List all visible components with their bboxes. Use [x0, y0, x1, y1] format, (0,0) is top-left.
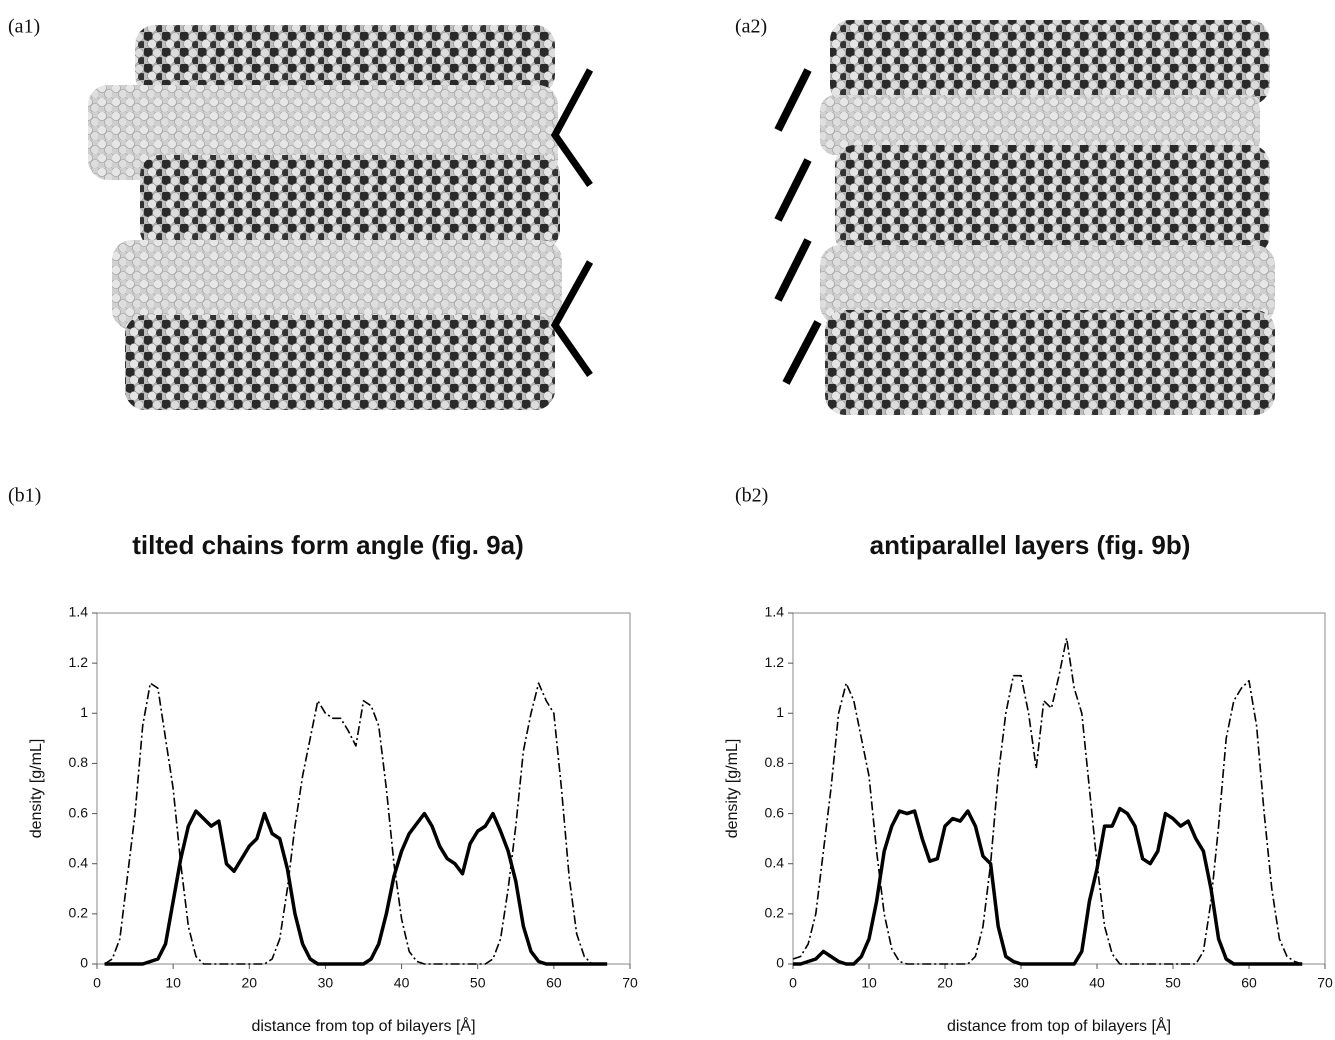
x-tick-label: 30 [1013, 975, 1029, 991]
x-tick-label: 60 [546, 975, 562, 991]
y-tick-label: 0.8 [765, 754, 785, 770]
y-tick-label: 0.4 [765, 854, 785, 870]
line-chart: antiparallel layers (fig. 9b) 0 0.2 0.4 0.6 0… [724, 530, 1333, 1035]
chart-title: tilted chains form angle (fig. 9a) [132, 530, 524, 560]
x-tick-label: 0 [789, 975, 797, 991]
x-tick-label: 0 [93, 975, 101, 991]
x-tick-label: 30 [318, 975, 334, 991]
x-tick-label: 40 [394, 975, 410, 991]
y-tick-label: 0 [776, 955, 784, 971]
y-tick-label: 1.2 [765, 654, 785, 670]
panel-label: (b1) [8, 485, 41, 507]
x-tick-label: 10 [861, 975, 877, 991]
data-line [792, 637, 1303, 965]
y-tick-label: 1 [776, 704, 784, 720]
x-tick-label: 50 [1165, 975, 1181, 991]
y-tick-label: 0.6 [765, 804, 785, 820]
y-tick-label: 0.2 [765, 905, 785, 921]
y-axis-label: density [g/mL] [28, 739, 45, 839]
y-axis-label: density [g/mL] [724, 739, 741, 839]
x-tick-label: 20 [241, 975, 257, 991]
data-line [793, 806, 1303, 966]
panel-label: (a1) [8, 16, 40, 38]
y-tick-label: 0.6 [69, 804, 89, 820]
plot-frame [96, 612, 631, 965]
x-tick-label: 70 [622, 975, 638, 991]
x-tick-label: 50 [470, 975, 486, 991]
x-tick-label: 10 [165, 975, 181, 991]
data-line [104, 682, 608, 965]
y-tick-label: 0.4 [69, 854, 89, 870]
chart-title: antiparallel layers (fig. 9b) [870, 530, 1191, 560]
line-chart: tilted chains form angle (fig. 9a) 0 0.2 0.… [28, 530, 638, 1035]
x-tick-label: 20 [937, 975, 953, 991]
y-tick-label: 0.8 [69, 754, 89, 770]
data-line [104, 809, 608, 966]
y-tick-label: 1.4 [765, 604, 785, 620]
y-tick-label: 0.2 [69, 905, 89, 921]
molecule-image-a2 [774, 20, 1275, 415]
x-axis-label: distance from top of bilayers [Å] [947, 1016, 1171, 1035]
x-tick-label: 40 [1089, 975, 1105, 991]
x-tick-label: 60 [1241, 975, 1257, 991]
y-tick-label: 0 [80, 955, 88, 971]
x-tick-label: 70 [1317, 975, 1333, 991]
molecule-image-a1 [88, 25, 594, 410]
y-tick-label: 1 [80, 704, 88, 720]
x-axis-label: distance from top of bilayers [Å] [251, 1016, 475, 1035]
y-tick-label: 1.2 [69, 654, 89, 670]
panel-label: (a2) [735, 16, 767, 38]
y-tick-label: 1.4 [69, 604, 89, 620]
panel-label: (b2) [735, 485, 768, 507]
